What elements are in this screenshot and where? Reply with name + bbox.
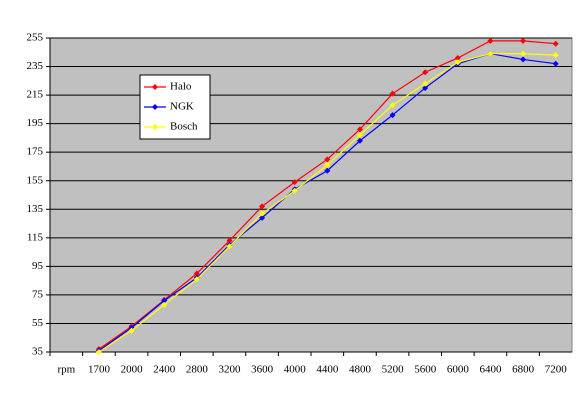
point-marker bbox=[226, 237, 233, 244]
point-marker bbox=[193, 276, 200, 283]
y-tick-label: 155 bbox=[27, 174, 44, 186]
point-marker bbox=[161, 297, 168, 304]
point-marker bbox=[422, 69, 429, 76]
legend-marker bbox=[152, 84, 158, 90]
point-marker bbox=[422, 84, 429, 91]
point-marker bbox=[389, 112, 396, 119]
x-tick-label: 6800 bbox=[512, 364, 535, 376]
point-marker bbox=[95, 349, 102, 355]
legend-label: Halo bbox=[170, 81, 192, 93]
point-marker bbox=[291, 179, 298, 186]
point-marker bbox=[259, 214, 266, 221]
point-marker bbox=[356, 126, 363, 133]
y-tick-label: 235 bbox=[27, 60, 44, 72]
point-marker bbox=[487, 37, 494, 44]
x-tick-label: 3600 bbox=[251, 364, 274, 376]
point-marker bbox=[422, 80, 429, 87]
legend-label: Bosch bbox=[170, 121, 198, 133]
y-tick-label: 175 bbox=[27, 146, 44, 158]
y-tick-label: 55 bbox=[32, 317, 44, 329]
y-tick-label: 95 bbox=[32, 260, 44, 272]
point-marker bbox=[324, 156, 331, 163]
legend-marker bbox=[152, 124, 158, 130]
point-marker bbox=[259, 210, 266, 217]
x-tick-label: 5200 bbox=[382, 364, 405, 376]
x-tick-label: 6000 bbox=[447, 364, 470, 376]
point-marker bbox=[389, 90, 396, 97]
y-tick-label: 115 bbox=[27, 231, 44, 243]
x-tick-label: 2400 bbox=[153, 364, 176, 376]
y-tick-label: 255 bbox=[27, 32, 44, 44]
legend-marker bbox=[152, 104, 158, 110]
point-marker bbox=[356, 132, 363, 139]
x-tick-label: 4000 bbox=[284, 364, 307, 376]
x-tick-label: 4400 bbox=[316, 364, 339, 376]
y-tick-label: 195 bbox=[27, 117, 44, 129]
x-tick-label: 5600 bbox=[414, 364, 437, 376]
point-marker bbox=[552, 52, 559, 59]
x-tick-label: 2000 bbox=[121, 364, 144, 376]
point-marker bbox=[552, 40, 559, 47]
y-tick-label: 215 bbox=[27, 89, 44, 101]
point-marker bbox=[226, 243, 233, 250]
point-marker bbox=[193, 270, 200, 277]
y-tick-label: 135 bbox=[27, 203, 44, 215]
x-tick-label: 3200 bbox=[218, 364, 241, 376]
plot-area bbox=[49, 37, 573, 353]
point-marker bbox=[552, 60, 559, 67]
point-marker bbox=[520, 50, 527, 57]
x-tick-label: 1700 bbox=[88, 364, 111, 376]
point-marker bbox=[161, 301, 168, 308]
x-tick-label: 2800 bbox=[186, 364, 209, 376]
point-marker bbox=[259, 203, 266, 210]
point-marker bbox=[356, 137, 363, 144]
point-marker bbox=[389, 102, 396, 109]
point-marker bbox=[454, 54, 461, 61]
point-marker bbox=[454, 59, 461, 66]
legend-label: NGK bbox=[170, 101, 194, 113]
x-tick-label: rpm bbox=[57, 364, 75, 376]
x-tick-label: 4800 bbox=[349, 364, 372, 376]
y-tick-label: 75 bbox=[32, 288, 44, 300]
y-tick-label: 35 bbox=[32, 346, 44, 358]
point-marker bbox=[324, 167, 331, 174]
point-marker bbox=[520, 56, 527, 63]
point-marker bbox=[291, 187, 298, 194]
x-tick-label: 6400 bbox=[479, 364, 502, 376]
x-tick-label: 7200 bbox=[545, 364, 568, 376]
point-marker bbox=[324, 162, 331, 169]
point-marker bbox=[520, 37, 527, 44]
point-marker bbox=[487, 50, 494, 57]
point-marker bbox=[128, 327, 135, 334]
